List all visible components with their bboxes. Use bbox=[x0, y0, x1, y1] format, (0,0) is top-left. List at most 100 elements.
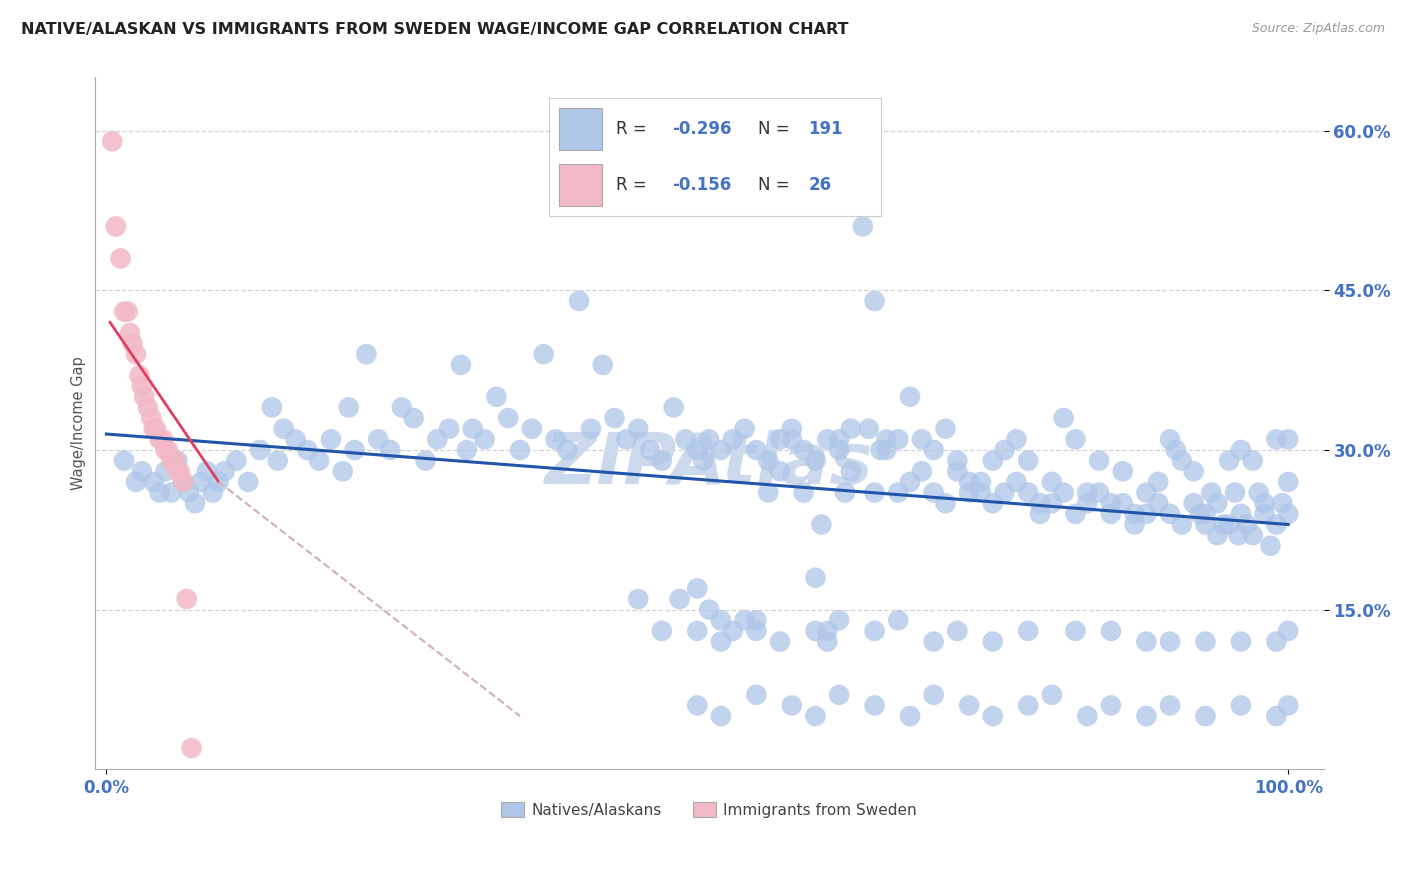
Point bbox=[456, 442, 478, 457]
Point bbox=[804, 453, 827, 467]
Point bbox=[225, 453, 247, 467]
Point bbox=[260, 401, 283, 415]
Point bbox=[1135, 634, 1157, 648]
Point bbox=[450, 358, 472, 372]
Y-axis label: Wage/Income Gap: Wage/Income Gap bbox=[72, 357, 86, 491]
Point bbox=[869, 442, 891, 457]
Point bbox=[839, 464, 862, 478]
Point bbox=[1271, 496, 1294, 510]
Point bbox=[697, 433, 720, 447]
Point bbox=[734, 613, 756, 627]
Point bbox=[201, 485, 224, 500]
Point bbox=[780, 433, 803, 447]
Point bbox=[1159, 507, 1181, 521]
Point bbox=[815, 634, 838, 648]
Point bbox=[769, 433, 792, 447]
Point bbox=[815, 624, 838, 638]
Point bbox=[887, 613, 910, 627]
Point bbox=[1159, 433, 1181, 447]
Point bbox=[1076, 709, 1098, 723]
Point bbox=[142, 475, 165, 489]
Point bbox=[378, 442, 401, 457]
Point bbox=[887, 433, 910, 447]
Point bbox=[1171, 453, 1194, 467]
Point bbox=[155, 442, 177, 457]
Point bbox=[721, 624, 744, 638]
Point bbox=[592, 358, 614, 372]
Point bbox=[1112, 496, 1135, 510]
Point bbox=[970, 485, 993, 500]
Point bbox=[496, 411, 519, 425]
Point bbox=[125, 347, 148, 361]
Point bbox=[1253, 507, 1275, 521]
Point bbox=[804, 571, 827, 585]
Legend: Natives/Alaskans, Immigrants from Sweden: Natives/Alaskans, Immigrants from Sweden bbox=[495, 797, 922, 824]
Point bbox=[214, 464, 236, 478]
Point bbox=[136, 401, 159, 415]
Point bbox=[1017, 453, 1039, 467]
Point bbox=[616, 433, 638, 447]
Point bbox=[668, 592, 690, 607]
Point bbox=[875, 433, 897, 447]
Point bbox=[934, 496, 956, 510]
Point bbox=[922, 634, 945, 648]
Point bbox=[1230, 698, 1253, 713]
Point bbox=[934, 422, 956, 436]
Point bbox=[1265, 433, 1288, 447]
Point bbox=[148, 433, 170, 447]
Point bbox=[180, 741, 202, 756]
Point bbox=[993, 442, 1015, 457]
Point bbox=[793, 485, 815, 500]
Point bbox=[828, 433, 851, 447]
Point bbox=[367, 433, 389, 447]
Point bbox=[1147, 496, 1170, 510]
Point bbox=[1076, 496, 1098, 510]
Point bbox=[1206, 528, 1229, 542]
Point bbox=[568, 293, 591, 308]
Point bbox=[721, 433, 744, 447]
Point bbox=[946, 453, 969, 467]
Point bbox=[249, 442, 271, 457]
Point bbox=[828, 688, 851, 702]
Point bbox=[981, 634, 1004, 648]
Point bbox=[1159, 698, 1181, 713]
Point bbox=[319, 433, 342, 447]
Point bbox=[1265, 517, 1288, 532]
Point bbox=[1135, 485, 1157, 500]
Point bbox=[1182, 464, 1205, 478]
Point bbox=[922, 442, 945, 457]
Point bbox=[273, 422, 295, 436]
Point bbox=[267, 453, 290, 467]
Point bbox=[172, 475, 194, 489]
Point bbox=[1159, 634, 1181, 648]
Point bbox=[297, 442, 319, 457]
Point bbox=[1206, 496, 1229, 510]
Point bbox=[112, 453, 135, 467]
Point bbox=[1241, 528, 1264, 542]
Point bbox=[142, 422, 165, 436]
Point bbox=[1218, 517, 1240, 532]
Point bbox=[651, 624, 673, 638]
Point bbox=[852, 219, 875, 234]
Point bbox=[858, 422, 880, 436]
Point bbox=[1064, 433, 1087, 447]
Point bbox=[651, 453, 673, 467]
Point bbox=[875, 442, 897, 457]
Point bbox=[112, 304, 135, 318]
Point bbox=[544, 433, 567, 447]
Point bbox=[110, 252, 132, 266]
Point bbox=[1277, 433, 1299, 447]
Point bbox=[166, 464, 188, 478]
Point bbox=[1053, 485, 1076, 500]
Point bbox=[356, 347, 378, 361]
Point bbox=[662, 401, 685, 415]
Point bbox=[1099, 698, 1122, 713]
Point bbox=[1005, 433, 1028, 447]
Point bbox=[839, 422, 862, 436]
Point bbox=[1230, 634, 1253, 648]
Point bbox=[1188, 507, 1211, 521]
Point bbox=[1194, 507, 1216, 521]
Point bbox=[780, 422, 803, 436]
Point bbox=[1201, 485, 1223, 500]
Point bbox=[627, 592, 650, 607]
